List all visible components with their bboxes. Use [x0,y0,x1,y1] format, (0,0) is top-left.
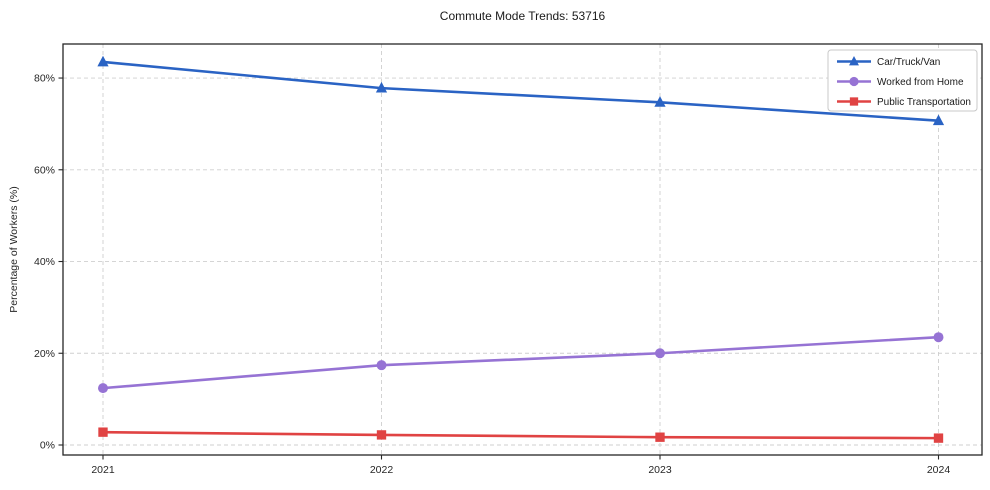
y-tick-label: 60% [34,164,55,176]
series-worked-from-home [98,332,944,394]
x-tick-label: 2023 [648,464,672,476]
chart-title: Commute Mode Trends: 53716 [439,9,606,23]
legend-box [827,49,978,112]
y-tick-label: 20% [34,348,55,360]
legend-item-worked-from-home: Worked from Home [837,76,964,88]
y-tick-label: 0% [40,440,55,452]
y-tick-label: 80% [34,73,55,85]
legend-label: Car/Truck/Van [877,57,940,68]
series-car-truck-van [97,55,945,126]
legend-label: Public Transportation [877,97,971,108]
legend-item-car-truck-van: Car/Truck/Van [837,55,940,68]
x-tick-label: 2024 [927,464,951,476]
y-tick-label: 40% [34,256,55,268]
x-tick-label: 2022 [370,464,394,476]
y-axis-label: Percentage of Workers (%) [8,186,20,312]
plot-border [62,43,983,456]
legend-label: Worked from Home [877,77,964,88]
legend-item-public-transportation: Public Transportation [837,97,971,108]
x-tick-label: 2021 [91,464,115,476]
legend: Car/Truck/Van Worked from Home Public Tran… [827,49,978,112]
series-public-transportation [98,427,944,443]
